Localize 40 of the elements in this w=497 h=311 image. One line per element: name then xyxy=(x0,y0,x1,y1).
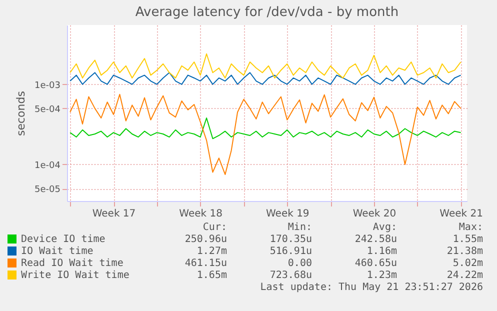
y-axis-title: seconds xyxy=(14,90,28,136)
text: 250.96u xyxy=(184,234,227,246)
line-series xyxy=(70,118,462,140)
text: 5.02m xyxy=(452,258,483,270)
text: Min: xyxy=(286,222,312,234)
text: 1.55m xyxy=(452,234,483,246)
text: 21.38m xyxy=(446,246,483,258)
text: 460.65u xyxy=(354,258,397,270)
text: 242.58u xyxy=(354,234,397,246)
text: 0.00 xyxy=(286,258,312,270)
x-tick-label: Week 17 xyxy=(92,208,136,220)
text: 516.91u xyxy=(268,246,312,258)
text: 461.15u xyxy=(184,258,227,270)
text: 1.27m xyxy=(196,246,227,258)
text: 1.23m xyxy=(366,270,397,282)
x-tick-label: Week 21 xyxy=(440,208,483,220)
line-series xyxy=(70,94,462,175)
text: 24.22m xyxy=(446,270,483,282)
text: Cur: xyxy=(202,222,227,234)
y-tick-label: 5e-05 xyxy=(34,185,60,196)
text: Max: xyxy=(458,222,483,234)
x-tick-label: Week 18 xyxy=(179,208,222,220)
y-tick-label: 5e-04 xyxy=(34,104,61,115)
text: 170.35u xyxy=(268,234,312,246)
legend-label: Device IO time xyxy=(21,234,106,245)
y-tick-label: 1e-04 xyxy=(34,160,61,171)
text: 723.68u xyxy=(268,270,312,282)
text: Last update: Thu May 21 23:51:27 2026 xyxy=(259,282,483,294)
line-series xyxy=(70,53,462,78)
x-tick-label: Week 19 xyxy=(266,208,310,220)
chart-title: Average latency for /dev/vda - by month xyxy=(135,5,399,20)
legend-label: IO Wait time xyxy=(21,246,94,257)
text: 1.16m xyxy=(366,246,397,258)
line-series xyxy=(70,72,462,85)
legend-label: Read IO Wait time xyxy=(21,258,124,269)
legend-label: Write IO Wait time xyxy=(21,270,130,281)
y-tick-label: 1e-03 xyxy=(34,80,60,91)
text: Avg: xyxy=(372,222,397,234)
text: 1.65m xyxy=(196,270,227,282)
x-tick-label: Week 20 xyxy=(352,208,396,220)
